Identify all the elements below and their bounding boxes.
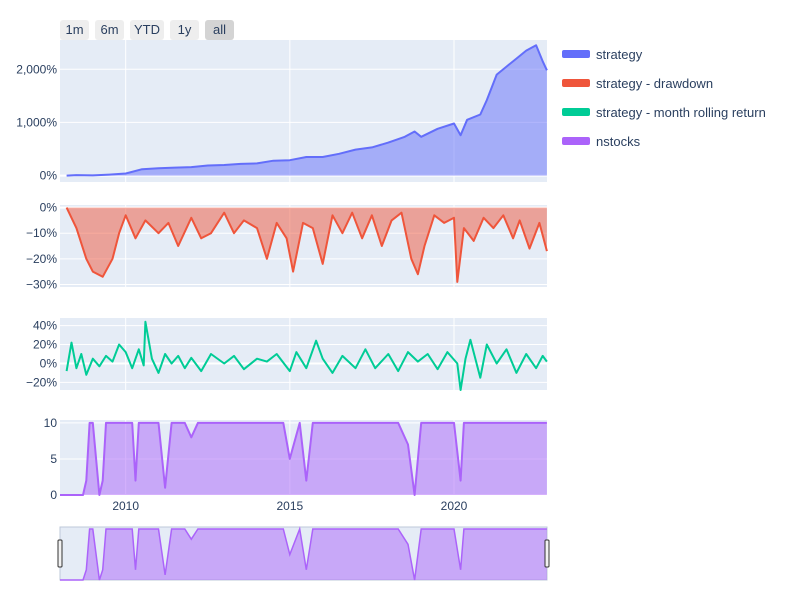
plot-area-drawdown: [60, 205, 547, 287]
legend-swatch-strategy: [562, 50, 590, 58]
y-tick-label-rolling-return: 0%: [40, 356, 58, 370]
legend-item-strategy[interactable]: strategy: [562, 44, 642, 64]
range-6m-button[interactable]: 6m: [95, 20, 124, 40]
range-1y-button[interactable]: 1y: [170, 20, 199, 40]
y-tick-label-rolling-return: 20%: [33, 338, 57, 352]
range-all-button[interactable]: all: [205, 20, 234, 40]
y-tick-label-nstocks: 10: [44, 416, 58, 430]
y-tick-label-strategy: 1,000%: [16, 115, 57, 129]
x-tick-label: 2020: [441, 499, 468, 513]
series-area-drawdown: [66, 207, 547, 282]
range-1m-button[interactable]: 1m: [60, 20, 89, 40]
range-slider-handle-left[interactable]: [57, 539, 63, 568]
y-tick-label-strategy: 2,000%: [16, 62, 57, 76]
legend-swatch-rolling-return: [562, 108, 590, 116]
range-slider-line: [60, 526, 547, 581]
plot-area-rolling-return: [60, 318, 547, 390]
legend-item-drawdown[interactable]: strategy - drawdown: [562, 73, 713, 93]
plot-area-nstocks: [60, 420, 547, 495]
y-tick-label-drawdown: −10%: [26, 226, 57, 240]
y-tick-label-drawdown: −20%: [26, 252, 57, 266]
y-tick-label-strategy: 0%: [40, 169, 58, 183]
series-line-drawdown: [65, 207, 548, 283]
range-ytd-button[interactable]: YTD: [130, 20, 164, 40]
legend-item-nstocks[interactable]: nstocks: [562, 131, 640, 151]
series-area-strategy: [66, 45, 547, 176]
series-line-nstocks: [60, 421, 547, 496]
series-area-nstocks: [60, 422, 547, 495]
y-tick-label-rolling-return: −20%: [26, 375, 57, 389]
range-slider-area: [60, 529, 547, 580]
legend-label-drawdown: strategy - drawdown: [596, 75, 714, 91]
legend-label-rolling-return: strategy - month rolling return: [596, 104, 766, 120]
y-tick-label-rolling-return: 40%: [33, 319, 57, 333]
x-tick-label: 2015: [276, 499, 303, 513]
legend-item-rolling-return[interactable]: strategy - month rolling return: [562, 102, 766, 122]
plot-area-strategy: [60, 40, 547, 182]
legend-label-strategy: strategy: [596, 46, 643, 62]
y-tick-label-nstocks: 5: [50, 452, 57, 466]
range-slider-handle-right[interactable]: [544, 539, 550, 568]
legend-swatch-nstocks: [562, 137, 590, 145]
y-tick-label-nstocks: 0: [50, 488, 57, 502]
range-slider-background: [59, 526, 548, 581]
y-tick-label-drawdown: 0%: [40, 201, 58, 215]
legend-swatch-drawdown: [562, 79, 590, 87]
y-tick-label-drawdown: −30%: [26, 277, 57, 291]
legend-label-nstocks: nstocks: [596, 133, 641, 149]
series-line-strategy: [66, 44, 548, 177]
x-tick-label: 2010: [112, 499, 139, 513]
series-line-rolling-return: [65, 320, 548, 391]
